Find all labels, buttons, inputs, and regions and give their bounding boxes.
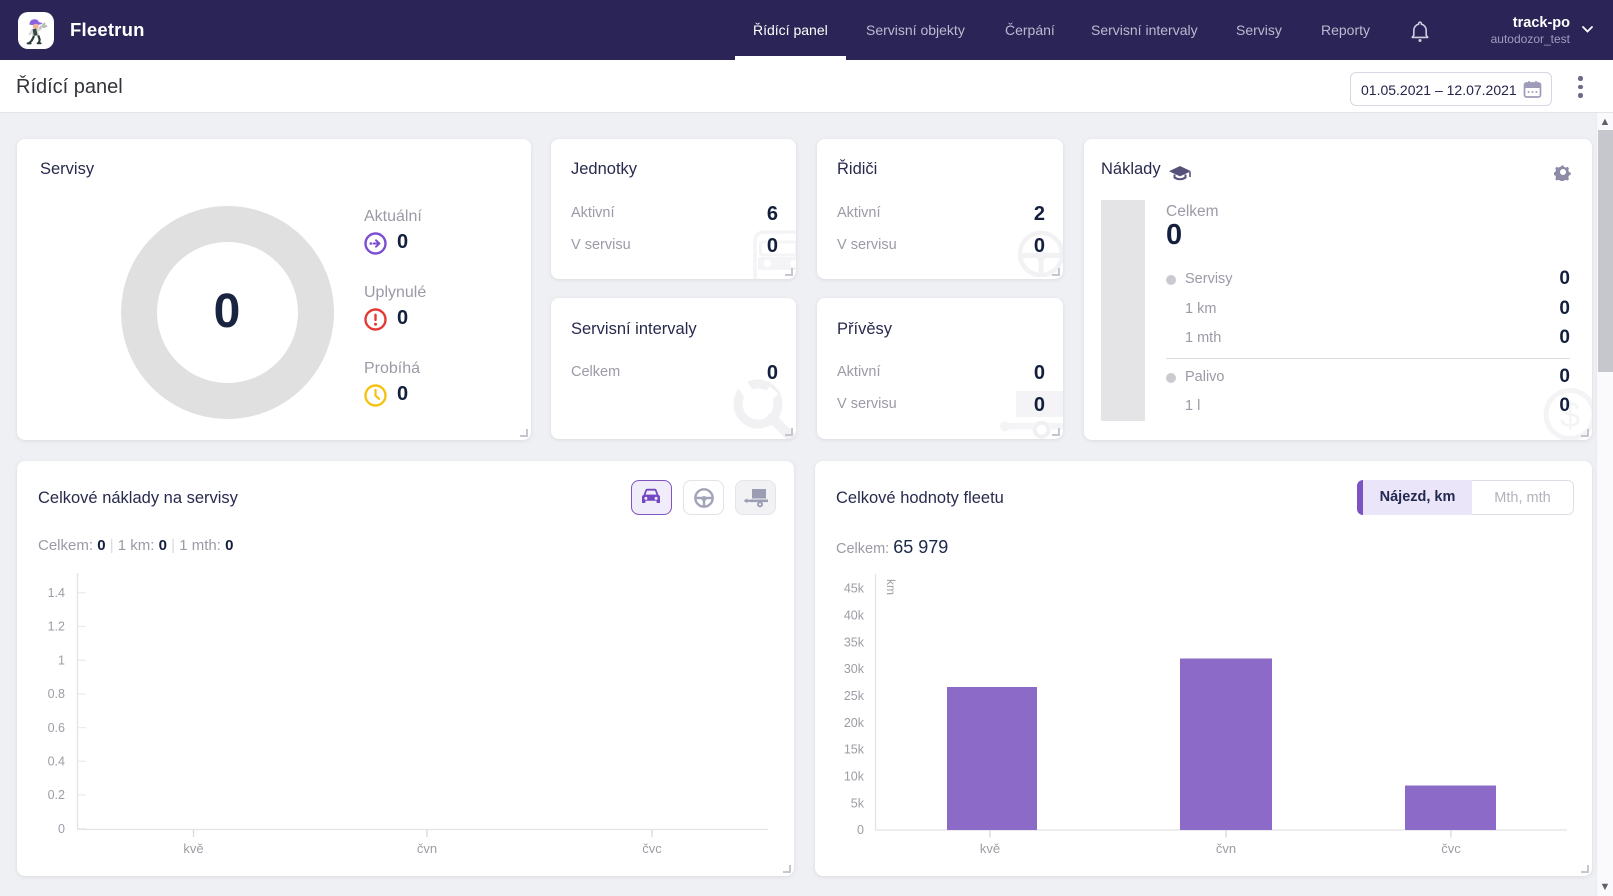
svg-text:45k: 45k	[844, 582, 865, 596]
svg-text:čvc: čvc	[642, 841, 662, 856]
svg-text:0.8: 0.8	[48, 687, 65, 701]
svg-text:km: km	[884, 579, 898, 595]
svg-text:0.2: 0.2	[48, 788, 65, 802]
svg-text:1.2: 1.2	[48, 620, 65, 634]
svg-text:25k: 25k	[844, 689, 865, 703]
svg-text:$: $	[1560, 394, 1580, 435]
svg-text:1.4: 1.4	[48, 586, 65, 600]
svg-text:0: 0	[58, 822, 65, 836]
svg-text:0.6: 0.6	[48, 721, 65, 735]
svg-text:10k: 10k	[844, 770, 865, 784]
svg-text:čvc: čvc	[1441, 841, 1461, 856]
svg-text:0: 0	[857, 823, 864, 837]
svg-text:čvn: čvn	[1216, 841, 1236, 856]
svg-text:35k: 35k	[844, 635, 865, 649]
svg-text:30k: 30k	[844, 662, 865, 676]
svg-text:kvě: kvě	[980, 841, 1000, 856]
svg-text:1: 1	[58, 653, 65, 667]
svg-text:5k: 5k	[851, 796, 865, 810]
svg-text:40k: 40k	[844, 609, 865, 623]
svg-text:0.4: 0.4	[48, 755, 65, 769]
svg-text:kvě: kvě	[183, 841, 203, 856]
svg-text:čvn: čvn	[417, 841, 437, 856]
svg-text:15k: 15k	[844, 743, 865, 757]
svg-text:20k: 20k	[844, 716, 865, 730]
